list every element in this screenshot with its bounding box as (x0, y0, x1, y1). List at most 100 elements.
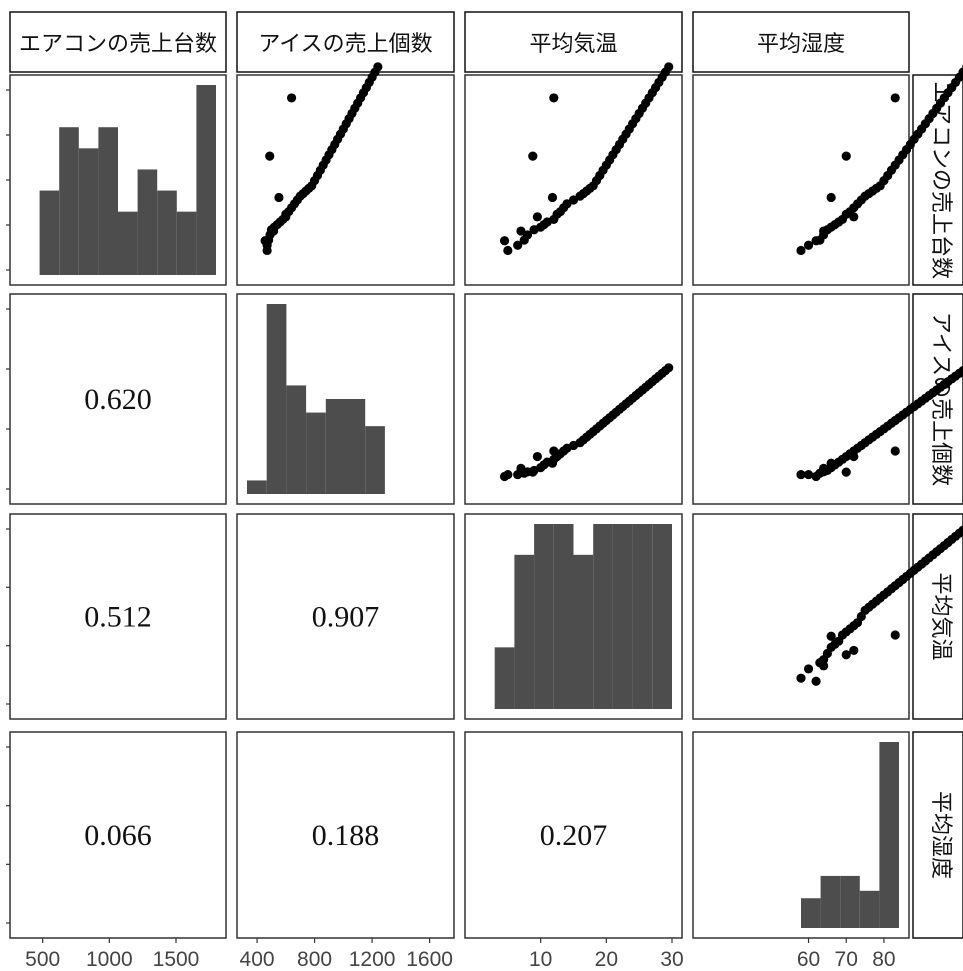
x-tick-label: 70 (835, 948, 858, 971)
column-strip-1 (236, 11, 455, 73)
histogram-bar (840, 875, 860, 928)
scatter-point (499, 236, 510, 246)
column-strip-0 (9, 11, 227, 73)
x-tick-label: 30 (660, 948, 683, 971)
row-strip-label-3: 平均湿度 (928, 791, 953, 879)
scatter-point (841, 151, 851, 161)
row-strip-3 (912, 731, 963, 939)
scatter-point (274, 192, 284, 203)
panel-0-1 (236, 74, 455, 286)
correlation-label: 0.620 (84, 383, 152, 416)
histogram-bar (137, 169, 158, 275)
scatter-point (265, 151, 275, 161)
scatter-point (532, 451, 542, 462)
histogram-bar (157, 190, 177, 275)
column-strip-label-3: 平均湿度 (757, 32, 845, 57)
scatter-point (849, 645, 859, 656)
histogram-bar (494, 647, 515, 709)
histogram-bar (632, 524, 653, 709)
x-tick-label: 10 (529, 948, 552, 971)
histogram-bar (286, 385, 307, 494)
scatter-point (890, 446, 900, 456)
histogram-bar (59, 127, 79, 275)
scatter-point (286, 93, 297, 103)
scatter-point (803, 469, 814, 480)
scatter-point (958, 525, 963, 535)
correlation-label: 0.907 (312, 601, 380, 634)
histogram-bar (859, 890, 880, 928)
correlation-label: 0.066 (84, 819, 152, 852)
x-tick-label: 400 (240, 948, 275, 971)
histogram-bar (266, 304, 287, 494)
x-tick-label: 1500 (153, 948, 200, 971)
column-strip-label-2: 平均気温 (529, 32, 617, 57)
scatter-point (841, 467, 851, 477)
panel-0-2 (464, 74, 683, 286)
column-strip-3 (692, 11, 910, 73)
x-tick-label: 20 (595, 948, 618, 971)
scatter-point (841, 650, 851, 660)
histogram-bar (514, 554, 535, 709)
scatter-point (549, 93, 559, 103)
histogram-bar (98, 127, 118, 275)
panel-2-1 (236, 513, 455, 720)
x-tick-label: 800 (297, 948, 332, 971)
scatter-point (803, 664, 814, 674)
scatter-point (503, 469, 513, 480)
histogram-bar (176, 211, 197, 275)
histogram-bar (39, 190, 60, 275)
scatter-point (826, 192, 836, 203)
panel-1-3 (692, 293, 910, 505)
correlation-label: 0.207 (540, 819, 608, 852)
scatter-point (664, 62, 674, 72)
scatter-point (532, 212, 542, 222)
x-tick-label: 1200 (349, 948, 396, 971)
histogram-bar (593, 524, 613, 709)
scatter-point (528, 151, 538, 161)
scatter-point (796, 469, 806, 480)
x-tick-label: 1000 (86, 948, 133, 971)
histogram-bar (820, 875, 841, 928)
scatter-point (664, 363, 674, 373)
scatter-point (803, 240, 814, 250)
histogram-bar (553, 524, 574, 709)
scatter-point (958, 67, 963, 77)
histogram-bar (612, 524, 633, 709)
column-strip-2 (464, 11, 683, 73)
scatter-point (811, 676, 821, 686)
histogram-bar (78, 148, 99, 275)
histogram-bar (652, 524, 672, 709)
x-tick-label: 60 (797, 948, 820, 971)
panel-3-1 (236, 731, 455, 939)
panel-2-0 (9, 513, 227, 720)
scatter-point (826, 631, 836, 641)
correlation-label: 0.512 (84, 601, 152, 634)
scatter-point (522, 230, 533, 240)
panel-3-0 (9, 731, 227, 939)
histogram-bar (345, 399, 366, 494)
panel-1-0 (9, 293, 227, 505)
scatter-point (513, 240, 523, 250)
panel-2-3 (692, 513, 910, 720)
histogram-bar (306, 412, 326, 494)
histogram-bar (573, 554, 594, 709)
correlation-label: 0.188 (312, 819, 380, 852)
scatter-point (373, 62, 383, 72)
scatter-point (503, 245, 513, 256)
histogram-bar (247, 480, 267, 494)
panel-3-2 (464, 731, 683, 939)
histogram-bar (365, 426, 385, 494)
column-strip-label-1: アイスの売上個数 (258, 32, 432, 57)
panel-1-2 (464, 293, 683, 505)
histogram-bar (879, 742, 899, 928)
scatter-point (890, 93, 900, 103)
scatter-point (890, 630, 900, 640)
scatter-point (547, 192, 558, 203)
histogram-bar (534, 524, 554, 709)
histogram-bar (325, 399, 346, 494)
x-tick-label: 80 (872, 948, 895, 971)
row-strip-label-2: 平均気温 (928, 572, 953, 660)
scatter-point (796, 673, 806, 683)
histogram-bar (196, 85, 216, 275)
